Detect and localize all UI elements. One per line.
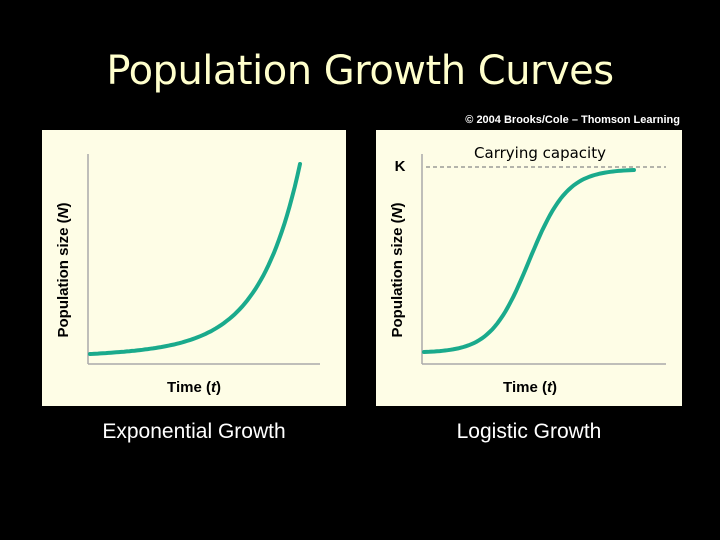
exponential-y-axis-label: Population size (N) [55, 202, 72, 337]
logistic-x-axis-label: Time (t) [503, 379, 557, 396]
exponential-growth-curve [88, 162, 302, 356]
logistic-growth-panel: K Carrying capacity Population size (N) … [376, 130, 682, 406]
logistic-y-axis-label: Population size (N) [389, 202, 406, 337]
exponential-growth-caption: Exponential Growth [102, 420, 286, 443]
logistic-growth-curve [422, 168, 636, 354]
copyright-notice: © 2004 Brooks/Cole – Thomson Learning [465, 114, 680, 126]
logistic-growth-caption: Logistic Growth [456, 420, 602, 443]
logistic-growth-graph: K Carrying capacity Population size (N) … [389, 144, 666, 396]
exponential-x-axis-label: Time (t) [167, 379, 221, 396]
carrying-capacity-label: Carrying capacity [474, 144, 606, 162]
slide-title: Population Growth Curves [106, 48, 614, 94]
exponential-growth-graph: Population size (N) Time (t) [55, 154, 320, 396]
exponential-growth-panel: Population size (N) Time (t) [42, 130, 346, 406]
k-label: K [395, 158, 406, 175]
